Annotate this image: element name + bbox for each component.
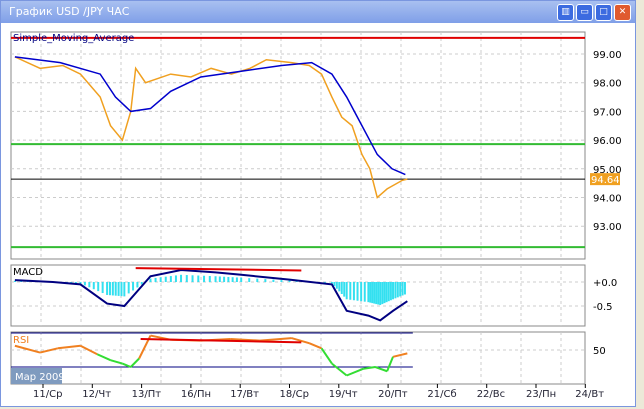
rsi-segment — [308, 342, 322, 350]
period-badge — [11, 368, 62, 384]
maximize-button[interactable]: □ — [595, 4, 612, 21]
rsi-segment — [291, 337, 310, 345]
rsi-segment — [374, 366, 388, 373]
macd-line — [14, 268, 408, 322]
rsi-segment — [110, 359, 123, 365]
y-tick-label: -0.5 — [593, 302, 613, 313]
period-label: Мар 2009 — [15, 372, 65, 383]
x-tick-label: 18/Ср — [280, 389, 309, 400]
x-tick-label: 13/Пт — [132, 389, 162, 400]
y-tick-label: 50 — [593, 346, 606, 357]
rsi-segment — [363, 366, 376, 370]
macd-trend-line — [135, 267, 302, 272]
y-tick-label: 98.00 — [593, 79, 622, 90]
rsi-segment — [230, 337, 260, 342]
x-tick-label: 16/Пн — [181, 389, 211, 400]
rsi-segment — [130, 357, 140, 368]
rsi-trend-line — [140, 337, 302, 344]
panel-frame-0 — [10, 31, 586, 260]
rsi-segment — [121, 362, 132, 368]
x-tick-label: 17/Вт — [230, 389, 259, 400]
rsi-segment — [259, 337, 292, 342]
indicator-label-rsi: RSI — [13, 335, 29, 346]
rsi-segment — [14, 344, 41, 354]
rsi-segment — [80, 344, 98, 356]
y-tick-label: 93.00 — [593, 222, 622, 233]
close-button[interactable]: ✕ — [614, 4, 631, 21]
rsi-segment — [392, 352, 408, 358]
panel-frame-1 — [10, 264, 586, 327]
current-price-label: 94.64 — [591, 175, 620, 186]
sma-series — [14, 56, 406, 176]
y-tick-label: +0.0 — [593, 278, 617, 289]
x-tick-label: 11/Ср — [33, 389, 62, 400]
tile-button[interactable]: ▥ — [557, 4, 574, 21]
rsi-segment — [320, 347, 333, 365]
rsi-segment — [57, 344, 81, 350]
rsi-segment — [39, 347, 59, 354]
y-tick-label: 99.00 — [593, 50, 622, 61]
x-tick-label: 22/Вс — [477, 389, 505, 400]
current-price-badge — [590, 173, 620, 186]
x-tick-label: 23/Пн — [526, 389, 556, 400]
x-tick-label: 24/Вт — [575, 389, 604, 400]
x-tick-label: 12/Чт — [82, 389, 111, 400]
title-bar: График USD /JPY ЧАС ▥ ▭ □ ✕ — [1, 1, 635, 23]
y-tick-label: 96.00 — [593, 136, 622, 147]
x-tick-label: 19/Чт — [329, 389, 358, 400]
y-tick-label: 95.00 — [593, 165, 622, 176]
panel-frame-2 — [10, 331, 586, 385]
x-tick-label: 20/Пт — [378, 389, 408, 400]
y-tick-label: 97.00 — [593, 107, 622, 118]
price-series — [14, 56, 408, 199]
minimize-button[interactable]: ▭ — [576, 4, 593, 21]
rsi-segment — [331, 362, 348, 377]
x-tick-label: 21/Сб — [427, 389, 456, 400]
indicator-label-sma: Simple_Moving_Average — [13, 33, 134, 44]
rsi-segment — [386, 356, 394, 372]
y-tick-label: 94.00 — [593, 194, 622, 205]
rsi-segment — [96, 353, 111, 362]
indicator-label-macd: MACD — [13, 267, 43, 278]
window-title: График USD /JPY ЧАС — [9, 5, 130, 18]
rsi-segment — [346, 367, 364, 377]
